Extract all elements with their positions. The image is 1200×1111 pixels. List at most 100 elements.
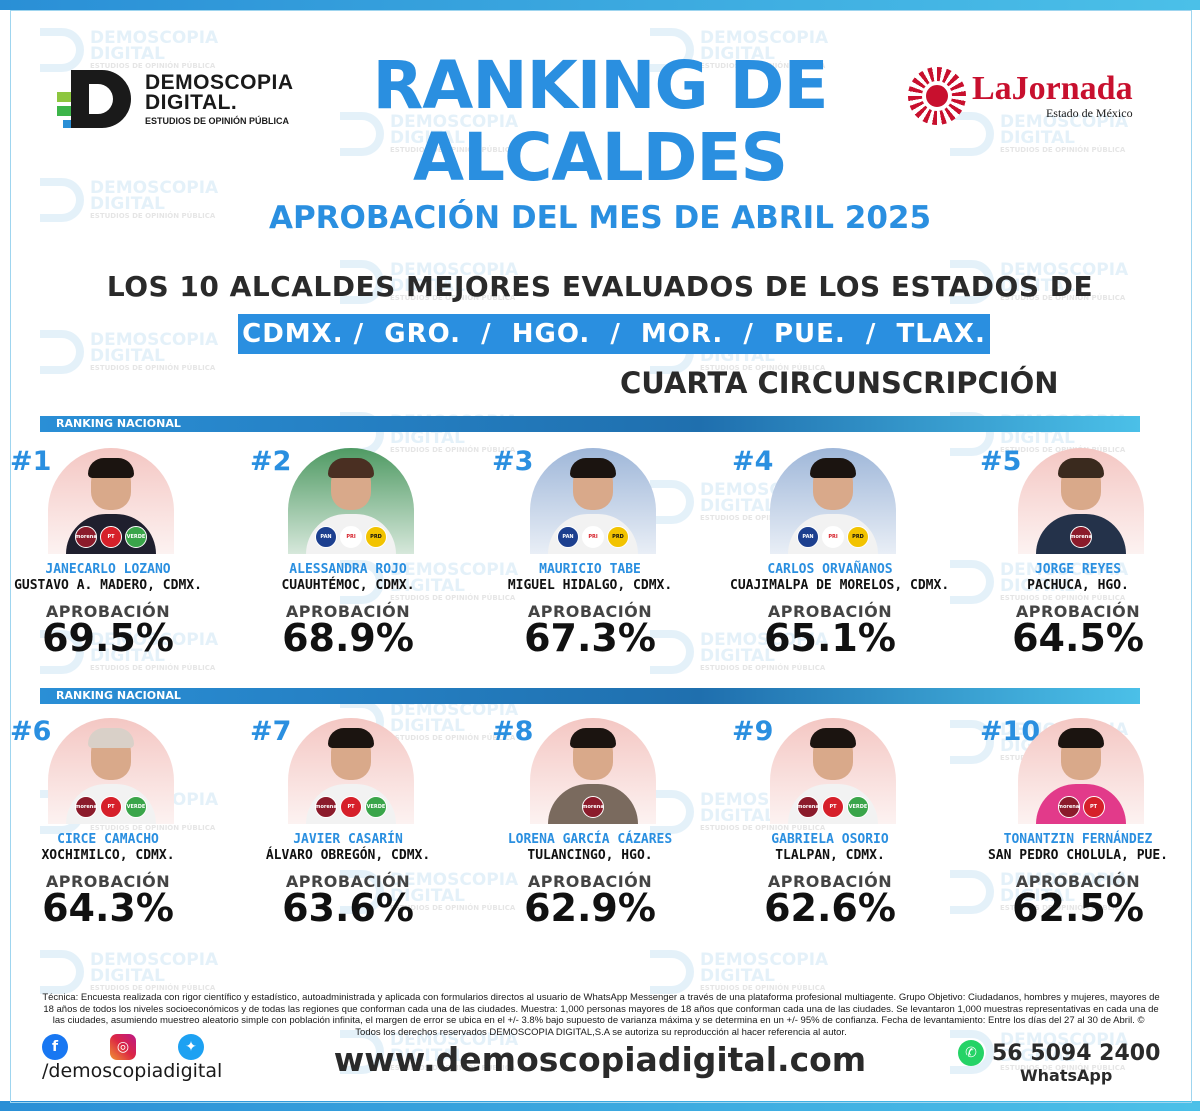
mayor-photo: PAN PRI PRD [770, 448, 896, 554]
mayor-place: TLALPAN, CDMX. [775, 848, 885, 863]
approval-label: APROBACIÓN [767, 872, 893, 891]
party-logo-pan-icon: PAN [315, 526, 337, 548]
mayor-place: XOCHIMILCO, CDMX. [41, 848, 175, 863]
headline: LOS 10 ALCALDES MEJORES EVALUADOS DE LOS… [106, 270, 1094, 303]
approval-value: 69.5% [42, 616, 174, 660]
mayor-place: CUAUHTÉMOC, CDMX. [281, 578, 415, 593]
approval-label: APROBACIÓN [45, 602, 171, 621]
mayor-name: JANECARLO LOZANO [45, 562, 171, 577]
states-banner: CDMX. / GRO. / HGO. / MOR. / PUE. / TLAX… [238, 314, 990, 354]
mayor-photo: morena PT VERDE [48, 718, 174, 824]
mayor-name: GABRIELA OSORIO [771, 832, 889, 847]
party-logo-verde-icon: VERDE [847, 796, 869, 818]
whatsapp-icon: ✆ [958, 1040, 984, 1066]
website-link[interactable]: www.demoscopiadigital.com [333, 1040, 867, 1079]
party-logo-pt-icon: PT [100, 526, 122, 548]
logo-line2: DIGITAL. [145, 90, 238, 114]
party-logo-morena-icon: morena [1057, 796, 1080, 818]
bottom-accent-bar [0, 1101, 1200, 1111]
page-title: RANKING DE ALCALDES [372, 47, 828, 196]
instagram-icon[interactable]: ◎ [110, 1034, 136, 1060]
party-logo-prd-icon: PRD [607, 526, 629, 548]
approval-label: APROBACIÓN [767, 602, 893, 621]
party-logo-pri-icon: PRI [822, 526, 844, 548]
mayor-place: CUAJIMALPA DE MORELOS, CDMX. [730, 578, 950, 593]
party-logo-pt-icon: PT [100, 796, 122, 818]
mayor-place: PACHUCA, HGO. [1027, 578, 1129, 593]
party-logos: PAN PRI PRD [770, 526, 896, 548]
ranking-bar-label: RANKING NACIONAL [56, 689, 181, 702]
facebook-icon[interactable]: f [42, 1034, 68, 1060]
logo-line1: DEMOSCOPIA [145, 70, 294, 94]
technical-note: Técnica: Encuesta realizada con rigor ci… [42, 992, 1160, 1038]
party-logo-pan-icon: PAN [797, 526, 819, 548]
whatsapp-contact[interactable]: ✆ 56 5094 2400 [958, 1040, 1160, 1066]
whatsapp-label: WhatsApp [1020, 1066, 1113, 1085]
party-logo-pt-icon: PT [1082, 796, 1105, 818]
twitter-icon[interactable]: ✦ [178, 1034, 204, 1060]
mayor-photo: morena PT VERDE [288, 718, 414, 824]
approval-value: 65.1% [764, 616, 896, 660]
party-logo-morena-icon: morena [75, 526, 97, 548]
party-logos: PAN PRI PRD [288, 526, 414, 548]
rank-number: #9 [732, 716, 774, 747]
approval-label: APROBACIÓN [527, 872, 653, 891]
party-logo-morena-icon: morena [582, 796, 604, 818]
mayor-place: SAN PEDRO CHOLULA, PUE. [987, 848, 1168, 863]
party-logo-morena-icon: morena [1070, 526, 1092, 548]
party-logo-morena-icon: morena [797, 796, 819, 818]
approval-value: 62.9% [524, 886, 656, 930]
mayor-photo: PAN PRI PRD [530, 448, 656, 554]
party-logos: morena PT VERDE [48, 526, 174, 548]
approval-label: APROBACIÓN [527, 602, 653, 621]
mayor-name: CIRCE CAMACHO [57, 832, 159, 847]
party-logo-verde-icon: VERDE [125, 796, 147, 818]
rank-number: #2 [250, 446, 292, 477]
party-logos: morena PT VERDE [48, 796, 174, 818]
page-subtitle: APROBACIÓN DEL MES DE ABRIL 2025 [268, 200, 932, 236]
la-jornada-logo: LaJornada Estado de México [908, 67, 1133, 125]
party-logo-pt-icon: PT [340, 796, 362, 818]
rank-number: #4 [732, 446, 774, 477]
rank-number: #6 [10, 716, 52, 747]
mayor-name: JAVIER CASARÍN [293, 832, 403, 847]
sun-icon [908, 67, 966, 125]
rank-number: #5 [980, 446, 1022, 477]
mayor-place: GUSTAVO A. MADERO, CDMX. [14, 578, 202, 593]
approval-value: 62.5% [1012, 886, 1144, 930]
social-handle[interactable]: /demoscopiadigital [42, 1060, 223, 1082]
party-logo-prd-icon: PRD [847, 526, 869, 548]
top-accent-bar [0, 0, 1200, 10]
party-logo-prd-icon: PRD [365, 526, 387, 548]
mayor-name: JORGE REYES [1034, 562, 1122, 577]
mayor-name: ALESSANDRA ROJO [289, 562, 407, 577]
mayor-name: LORENA GARCÍA CÁZARES [507, 832, 673, 847]
ranking-bar-2: RANKING NACIONAL [40, 688, 1140, 704]
party-logo-morena-icon: morena [315, 796, 337, 818]
party-logos: morena [530, 796, 656, 818]
approval-value: 62.6% [764, 886, 896, 930]
party-logo-pan-icon: PAN [557, 526, 579, 548]
ranking-bar-label: RANKING NACIONAL [56, 417, 181, 430]
party-logos: PAN PRI PRD [530, 526, 656, 548]
party-logo-morena-icon: morena [75, 796, 97, 818]
la-jornada-sub: Estado de México [1045, 105, 1133, 120]
party-logos: morena [1018, 526, 1144, 548]
approval-label: APROBACIÓN [285, 872, 411, 891]
mayor-name: CARLOS ORVAÑANOS [767, 562, 893, 577]
